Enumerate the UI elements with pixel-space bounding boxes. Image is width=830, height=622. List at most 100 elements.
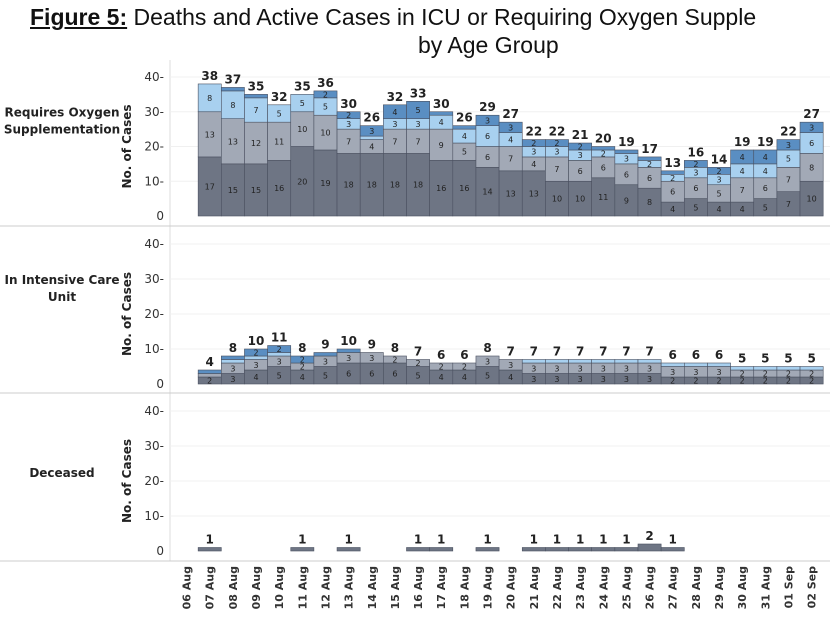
segment-label: 4 — [508, 373, 513, 382]
segment-label: 2 — [416, 359, 421, 368]
row-label: In Intensive Care Unit — [5, 273, 120, 304]
x-tick-label: 08 Aug — [227, 566, 240, 609]
segment-label: 3 — [647, 375, 652, 384]
segment-label: 5 — [716, 189, 721, 198]
segment-label: 8 — [230, 101, 235, 110]
segment-label: 4 — [763, 167, 768, 176]
segment-label: 4 — [508, 136, 513, 145]
y-tick-label: 10- — [144, 174, 164, 188]
bar-total-label: 8 — [483, 341, 491, 355]
title-line-2: by Age Group — [418, 32, 559, 58]
segment-label: 3 — [601, 364, 606, 373]
segment-label: 3 — [554, 375, 559, 384]
segment-label: 2 — [207, 377, 212, 386]
bar-total-label: 1 — [622, 533, 630, 547]
segment-label: 11 — [274, 137, 284, 146]
segment-label: 3 — [531, 375, 536, 384]
segment-label: 3 — [624, 155, 629, 164]
x-tick-label: 19 Aug — [482, 566, 495, 609]
y-tick-label: 0 — [156, 377, 164, 391]
segment-label: 2 — [670, 377, 675, 386]
segment-label: 3 — [786, 141, 791, 150]
segment-label: 5 — [300, 99, 305, 108]
bar-total-label: 1 — [553, 533, 561, 547]
bar-total-label: 22 — [525, 125, 542, 139]
y-tick-label: 30- — [144, 439, 164, 453]
segment-label: 2 — [809, 370, 814, 379]
y-tick-label: 10- — [144, 342, 164, 356]
segment-label: 3 — [531, 364, 536, 373]
segment-label: 10 — [297, 125, 307, 134]
bar-segment — [429, 547, 454, 552]
bar-segment — [336, 111, 361, 119]
bar-segment — [475, 547, 500, 552]
bar-total-label: 38 — [201, 69, 218, 83]
bar-total-label: 22 — [780, 125, 797, 139]
row-label: Deceased — [29, 466, 94, 480]
segment-label: 15 — [251, 186, 261, 195]
y-tick-label: 10- — [144, 509, 164, 523]
segment-label: 7 — [554, 165, 559, 174]
y-tick-label: 20- — [144, 307, 164, 321]
x-tick-label: 16 Aug — [412, 566, 425, 609]
segment-label: 15 — [228, 186, 238, 195]
segment-label: 3 — [369, 127, 374, 136]
segment-label: 2 — [763, 377, 768, 386]
segment-label: 18 — [390, 181, 400, 190]
bar-total-label: 19 — [757, 135, 774, 149]
segment-label: 2 — [786, 370, 791, 379]
bar-total-label: 1 — [530, 533, 538, 547]
bar-total-label: 1 — [344, 533, 352, 547]
segment-label: 4 — [439, 373, 444, 382]
segment-label: 2 — [531, 139, 536, 148]
segment-label: 2 — [439, 363, 444, 372]
bar-total-label: 1 — [437, 533, 445, 547]
bar-total-label: 17 — [641, 142, 658, 156]
y-axis-title: No. of Cases — [120, 439, 134, 523]
segment-label: 3 — [624, 375, 629, 384]
bar-segment — [660, 170, 685, 175]
segment-label: 4 — [716, 205, 721, 214]
segment-label: 2 — [277, 345, 282, 354]
y-tick-label: 20- — [144, 140, 164, 154]
bar-segment — [614, 547, 639, 552]
segment-label: 3 — [670, 368, 675, 377]
bar-total-label: 30 — [433, 97, 450, 111]
bar-total-label: 32 — [271, 90, 288, 104]
bar-segment — [660, 362, 685, 367]
segment-label: 5 — [416, 106, 421, 115]
segment-label: 4 — [392, 108, 397, 117]
segment-label: 13 — [529, 189, 539, 198]
x-tick-label: 02 Sep — [806, 566, 819, 609]
bar-segment — [614, 149, 639, 154]
segment-label: 5 — [462, 148, 467, 157]
segment-label: 3 — [392, 120, 397, 129]
bar-total-label: 1 — [298, 533, 306, 547]
x-tick-label: 30 Aug — [736, 566, 749, 609]
segment-label: 3 — [508, 361, 513, 370]
segment-label: 3 — [230, 364, 235, 373]
segment-label: 3 — [485, 357, 490, 366]
segment-label: 9 — [624, 196, 629, 205]
segment-label: 3 — [554, 364, 559, 373]
x-tick-label: 18 Aug — [458, 566, 471, 609]
segment-label: 3 — [485, 116, 490, 125]
bar-total-label: 5 — [761, 352, 769, 366]
bar-total-label: 7 — [599, 345, 607, 359]
segment-label: 7 — [392, 137, 397, 146]
bar-total-label: 1 — [483, 533, 491, 547]
segment-label: 18 — [413, 181, 423, 190]
y-tick-label: 20- — [144, 474, 164, 488]
bar-segment — [591, 146, 616, 151]
segment-label: 3 — [716, 368, 721, 377]
segment-label: 8 — [809, 163, 814, 172]
x-tick-label: 25 Aug — [620, 566, 633, 609]
bar-segment — [683, 160, 708, 168]
segment-label: 11 — [598, 193, 608, 202]
x-tick-label: 22 Aug — [551, 566, 564, 609]
bar-segment — [290, 547, 315, 552]
bar-total-label: 9 — [368, 338, 376, 352]
bar-total-label: 32 — [387, 90, 404, 104]
x-tick-label: 27 Aug — [667, 566, 680, 609]
segment-label: 6 — [369, 370, 374, 379]
